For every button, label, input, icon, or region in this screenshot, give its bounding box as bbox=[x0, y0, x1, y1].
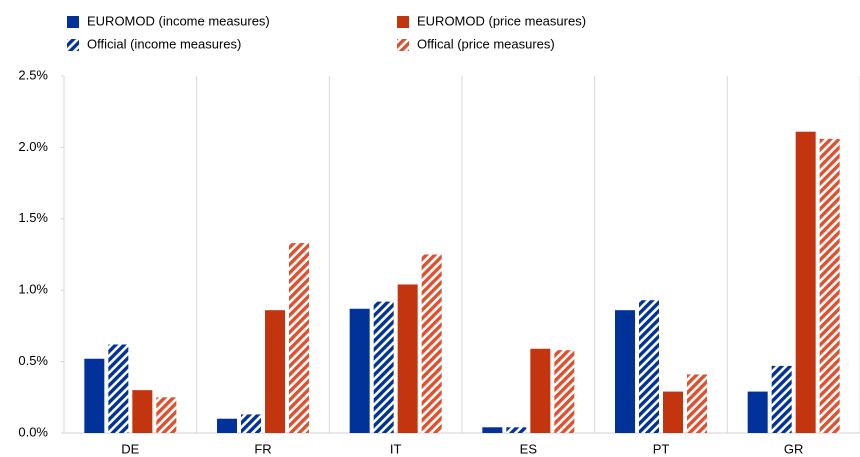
bar bbox=[397, 284, 418, 433]
y-tick-label: 0.5% bbox=[18, 353, 48, 368]
x-tick-label: ES bbox=[520, 441, 538, 456]
bar bbox=[795, 131, 816, 433]
y-tick-label: 2.0% bbox=[18, 139, 48, 154]
bar bbox=[615, 310, 635, 433]
bar bbox=[747, 391, 768, 433]
bar bbox=[639, 300, 659, 433]
bar bbox=[530, 348, 551, 433]
legend-swatch bbox=[397, 39, 409, 51]
bar bbox=[482, 427, 503, 433]
bar bbox=[421, 254, 442, 433]
y-tick-label: 1.5% bbox=[18, 210, 48, 225]
bar bbox=[554, 350, 575, 433]
bar bbox=[373, 301, 394, 433]
legend-label: EUROMOD (price measures) bbox=[417, 13, 586, 28]
legend-label: Official (income measures) bbox=[87, 36, 241, 51]
bar bbox=[506, 427, 527, 433]
bar bbox=[771, 365, 792, 433]
bar bbox=[84, 358, 105, 433]
bar bbox=[108, 344, 129, 433]
legend-label: Offical (price measures) bbox=[417, 36, 555, 51]
bar bbox=[265, 310, 285, 433]
x-tick-label: FR bbox=[254, 441, 271, 456]
legend-swatch bbox=[397, 16, 409, 28]
bar bbox=[289, 243, 309, 433]
legend-swatch bbox=[67, 16, 79, 28]
bar bbox=[819, 138, 840, 433]
x-tick-label: PT bbox=[653, 441, 670, 456]
bar bbox=[132, 390, 153, 433]
y-tick-label: 0.0% bbox=[18, 424, 48, 439]
x-tick-label: IT bbox=[390, 441, 402, 456]
bar bbox=[217, 418, 237, 433]
legend-label: EUROMOD (income measures) bbox=[87, 13, 270, 28]
y-tick-label: 2.5% bbox=[18, 67, 48, 82]
bar bbox=[349, 308, 370, 433]
bar bbox=[687, 374, 707, 433]
y-tick-label: 1.0% bbox=[18, 282, 48, 297]
x-tick-label: DE bbox=[121, 441, 139, 456]
bar bbox=[241, 414, 261, 433]
bar bbox=[156, 397, 177, 433]
bar bbox=[663, 391, 683, 433]
x-tick-label: GR bbox=[784, 441, 804, 456]
legend-swatch bbox=[67, 39, 79, 51]
